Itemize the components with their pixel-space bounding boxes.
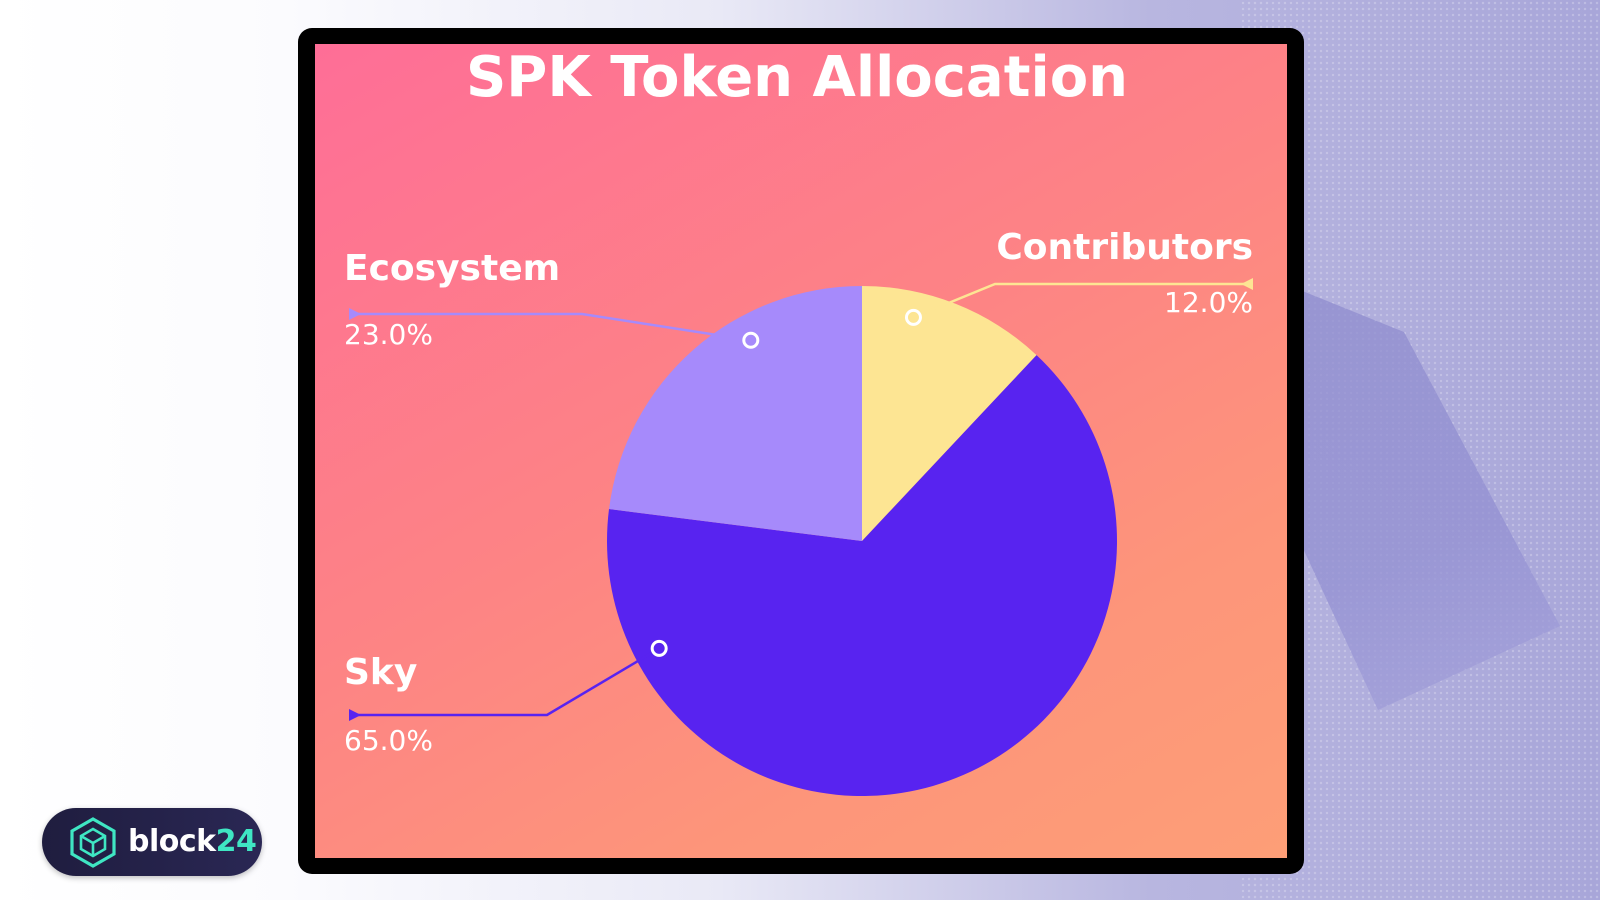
slice-value-sky: 65.0% [344, 724, 433, 757]
callout-arrow-contributors [1241, 278, 1253, 290]
callout-line-ecosystem [349, 312, 751, 342]
pie-slices [607, 286, 1117, 796]
chart-frame: SPK Token Allocation Contributors 12.0% Sk… [298, 28, 1304, 874]
pie-slice-ecosystem [609, 286, 862, 541]
brand-logo-text: block24 [128, 822, 257, 862]
chart-panel: SPK Token Allocation Contributors 12.0% Sk… [315, 44, 1287, 858]
callout-arrow-ecosystem [349, 308, 361, 320]
slice-label-ecosystem: Ecosystem [344, 248, 560, 289]
hexagon-cube-icon [70, 817, 116, 868]
slice-value-ecosystem: 23.0% [344, 318, 433, 351]
chart-title: SPK Token Allocation [466, 45, 1128, 110]
callout-dot-ecosystem [742, 331, 760, 349]
callout-line-contributors [912, 282, 1253, 319]
callout-dot-contributors [904, 308, 922, 326]
slice-label-contributors: Contributors [996, 227, 1253, 268]
slice-label-sky: Sky [344, 652, 417, 693]
pie-chart: SPK Token Allocation Contributors 12.0% Sk… [344, 45, 1253, 796]
pie-slice-contributors [862, 286, 1037, 541]
brand-name-part1: block [128, 824, 216, 859]
pie-callouts: Contributors 12.0% Sky 65.0% Ecosystem 23.0% [344, 227, 1253, 757]
slice-value-contributors: 12.0% [1164, 286, 1253, 319]
callout-arrow-sky [349, 709, 361, 721]
brand-name-part2: 24 [215, 824, 257, 859]
callout-dot-sky [650, 639, 668, 657]
brand-logo-badge: block24 [42, 808, 262, 876]
pie-slice-sky [607, 355, 1117, 796]
callout-line-sky [349, 647, 660, 717]
